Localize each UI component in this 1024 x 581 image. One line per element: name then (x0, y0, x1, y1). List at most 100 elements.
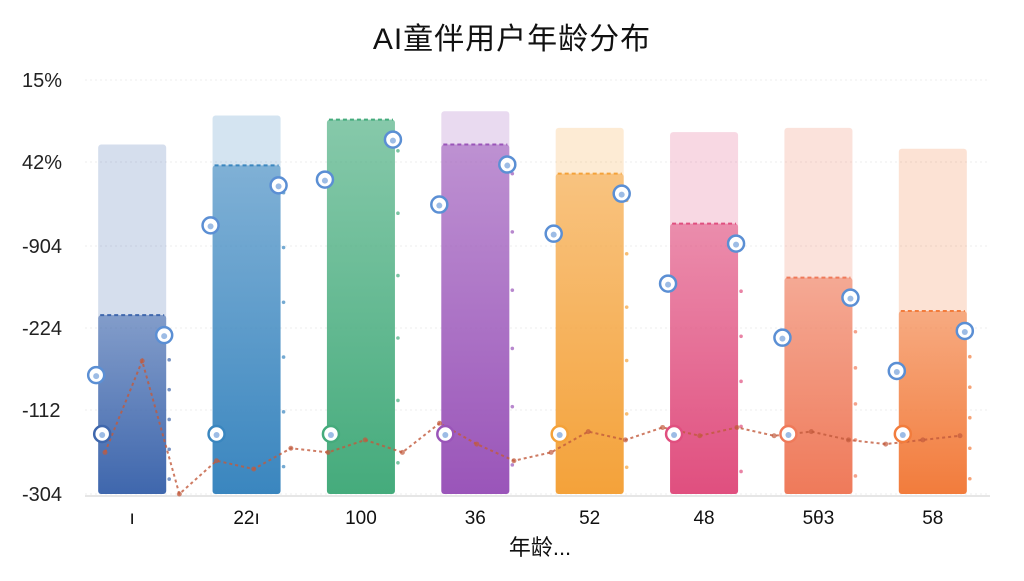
scatter-dot (167, 447, 171, 452)
trend-point (176, 491, 182, 497)
trend-point (102, 449, 108, 455)
scatter-dot (396, 149, 400, 153)
cloud-marker-icon (664, 424, 684, 444)
x-tick-label: 52 (579, 508, 600, 529)
cloud-marker-icon (154, 325, 174, 345)
scatter-dot (624, 251, 629, 256)
scatter-dot (281, 245, 286, 250)
bar (555, 173, 624, 494)
scatter-dot (281, 464, 286, 469)
cloud-marker-icon (92, 424, 112, 444)
trend-series (104, 357, 961, 496)
markers (86, 130, 975, 444)
scatter-dot (167, 417, 171, 422)
scatter-dot (968, 385, 972, 390)
cloud-marker-icon (726, 234, 746, 253)
scatter-dot (510, 346, 515, 351)
cloud-marker-icon (207, 424, 226, 444)
cloud-marker-icon (658, 274, 678, 293)
trend-point (474, 441, 480, 447)
scatter-dot (281, 410, 286, 414)
scatter-dot (396, 336, 400, 340)
scatter-dot (853, 366, 858, 370)
cloud-marker-icon (383, 130, 403, 149)
trend-point (214, 458, 220, 464)
cloud-marker-icon (841, 288, 860, 307)
scatter-dot (739, 334, 743, 339)
bar (898, 310, 967, 494)
cloud-marker-icon (779, 424, 798, 444)
x-tick-label: 5θ3 (803, 508, 835, 529)
trend-point (957, 433, 963, 439)
x-axis-label: 年龄... (509, 535, 571, 560)
cloud-marker-icon (955, 321, 975, 341)
scatter-dot (624, 412, 629, 416)
scatter-dot (167, 358, 171, 362)
scatter-dot (167, 477, 171, 481)
bars (98, 111, 972, 495)
scatter-dot (510, 463, 515, 467)
scatter-dot (853, 329, 858, 334)
scatter-dot (624, 358, 629, 363)
y-tick-label: -304 (22, 484, 62, 506)
x-tick-label: 22ı (233, 508, 259, 529)
x-tick-label: ı (130, 508, 135, 529)
bar (326, 119, 395, 494)
scatter-dot (968, 476, 972, 481)
cloud-marker-icon (887, 361, 907, 381)
scatter-dot (624, 465, 629, 470)
y-tick-label: -112 (22, 400, 61, 422)
scatter-dot (624, 305, 629, 309)
bar (98, 315, 167, 494)
trend-point (808, 429, 814, 435)
trend-point (399, 449, 405, 455)
scatter-dot (853, 474, 858, 478)
scatter-dot (396, 211, 400, 215)
scatter-dot (510, 404, 515, 409)
bar (784, 277, 853, 494)
trend-point (362, 437, 368, 443)
y-tick-label: -224 (22, 318, 62, 340)
scatter-dot (281, 300, 286, 305)
cloud-marker-icon (612, 184, 631, 203)
cloud-marker-icon (430, 195, 449, 214)
trend-point (845, 437, 851, 443)
x-tick-label: 58 (922, 508, 943, 529)
cloud-marker-icon (436, 424, 455, 444)
scatter-dot (396, 398, 400, 403)
cloud-marker-icon (321, 424, 341, 444)
trend-point (511, 458, 517, 464)
trend-point (325, 449, 331, 455)
scatter-dot (281, 355, 286, 359)
cloud-marker-icon (544, 224, 563, 243)
cloud-marker-icon (498, 155, 517, 174)
scatter-dot (396, 461, 400, 465)
trend-line (102, 357, 963, 497)
cloud-marker-icon (773, 328, 792, 347)
y-tick-label: 42% (22, 152, 62, 174)
x-tick-label: 36 (465, 508, 486, 529)
y-tick-label: -904 (22, 236, 62, 258)
x-tick-label: 100 (345, 508, 377, 529)
trend-point (548, 449, 554, 455)
scatter-dot (968, 446, 972, 451)
y-axis-ticks: 15% 42% -904 -224 -112 -304 (22, 70, 62, 506)
scatter-dot (739, 469, 743, 474)
bar (212, 165, 281, 495)
scatter-dot (396, 273, 400, 278)
trend-point (288, 445, 294, 451)
trend-point (622, 437, 628, 443)
y-tick-label: 15% (22, 70, 62, 92)
trend-point (883, 441, 889, 447)
bar (670, 223, 739, 494)
scatter-dot (739, 289, 743, 294)
x-axis-ticks: ı 22ı 100 36 52 48 5θ3 58 (130, 508, 944, 529)
cloud-marker-icon (201, 216, 220, 235)
trend-point (697, 433, 703, 439)
scatter-dot (167, 387, 171, 392)
scatter-dot (510, 230, 515, 234)
trend-point (920, 437, 926, 443)
cloud-marker-icon (315, 170, 335, 189)
